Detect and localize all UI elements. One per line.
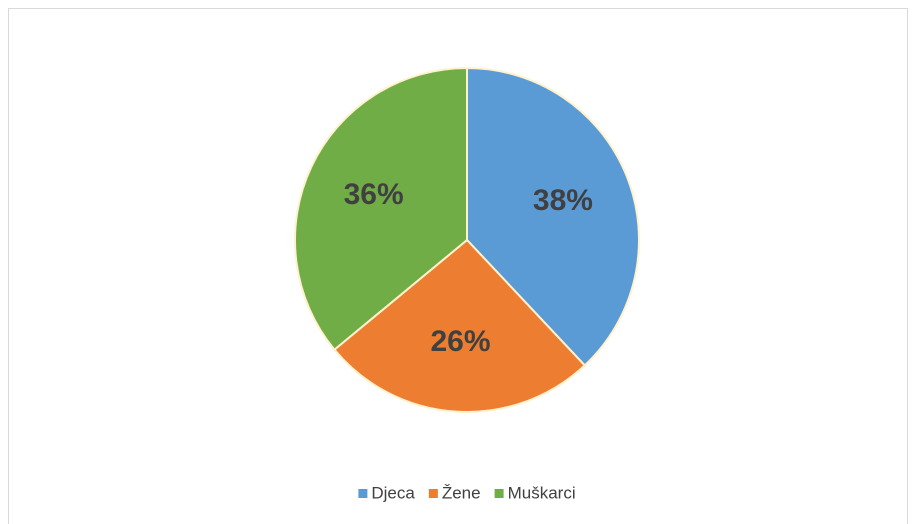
legend-label: Djeca — [371, 483, 415, 502]
pie-slice — [333, 238, 587, 413]
legend-label: Muškarci — [508, 483, 576, 502]
legend-swatch — [428, 489, 438, 498]
data-label: 26% — [430, 325, 490, 358]
legend-label: Žene — [442, 483, 481, 502]
legend-swatch — [494, 489, 504, 498]
data-label: 38% — [533, 184, 593, 217]
pie-slice — [466, 66, 640, 367]
pie-slice — [294, 66, 468, 352]
data-label: 36% — [344, 178, 404, 211]
legend-swatch — [358, 489, 368, 498]
